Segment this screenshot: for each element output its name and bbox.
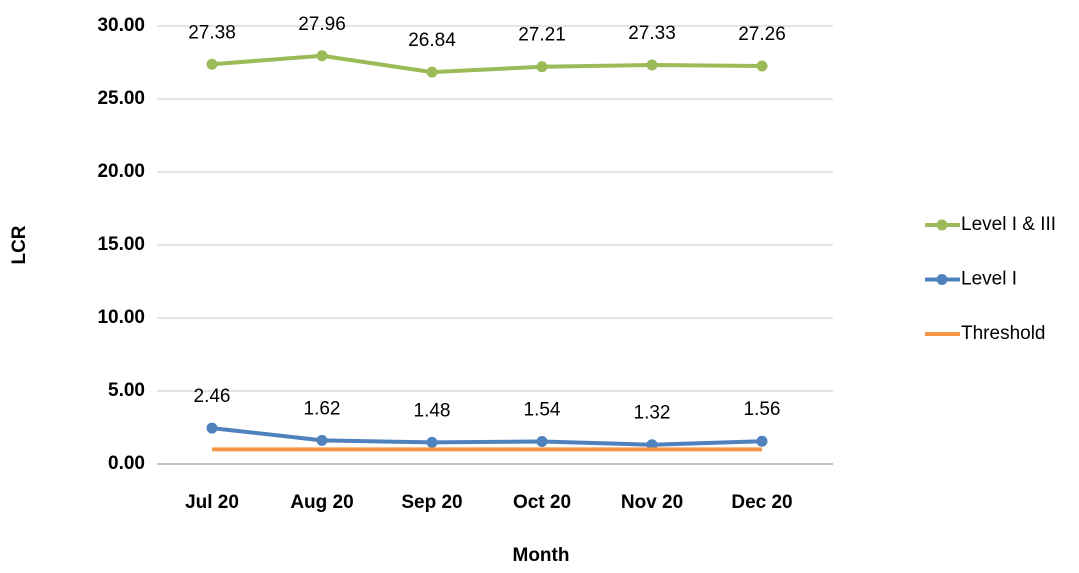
legend-marker bbox=[936, 219, 948, 231]
x-tick-label: Nov 20 bbox=[621, 492, 683, 513]
x-tick-label: Aug 20 bbox=[290, 492, 353, 513]
series-line bbox=[211, 426, 763, 447]
point bbox=[426, 66, 438, 78]
y-tick-label: 15.00 bbox=[97, 234, 145, 255]
y-tick-label: 20.00 bbox=[97, 161, 145, 182]
point bbox=[756, 435, 768, 447]
x-tick-label: Sep 20 bbox=[401, 492, 462, 513]
data-label: 1.48 bbox=[414, 400, 451, 421]
point bbox=[536, 436, 548, 448]
point bbox=[426, 436, 438, 448]
y-tick-label: 0.00 bbox=[108, 453, 145, 474]
legend-label: Level I & III bbox=[961, 214, 1056, 235]
point bbox=[536, 61, 548, 73]
legend-label: Threshold bbox=[961, 323, 1046, 344]
data-label: 1.54 bbox=[524, 400, 561, 421]
data-label: 27.38 bbox=[188, 22, 236, 43]
y-tick-label: 25.00 bbox=[97, 88, 145, 109]
point bbox=[316, 434, 328, 446]
data-label: 27.26 bbox=[738, 24, 786, 45]
data-label: 27.96 bbox=[298, 14, 346, 35]
data-label: 1.32 bbox=[634, 403, 671, 424]
y-tick-label: 10.00 bbox=[97, 307, 145, 328]
legend-label: Level I bbox=[961, 269, 1017, 290]
point bbox=[756, 60, 768, 72]
data-label: 2.46 bbox=[194, 386, 231, 407]
series-line bbox=[211, 53, 763, 75]
point bbox=[646, 59, 658, 71]
point bbox=[206, 58, 218, 70]
y-axis-title: LCR bbox=[9, 225, 30, 264]
data-label: 1.56 bbox=[744, 399, 781, 420]
x-axis-title: Month bbox=[513, 545, 570, 566]
x-tick-label: Oct 20 bbox=[513, 492, 571, 513]
point bbox=[316, 50, 328, 62]
data-label: 27.21 bbox=[518, 25, 566, 46]
x-tick-label: Dec 20 bbox=[731, 492, 792, 513]
y-tick-label: 5.00 bbox=[108, 380, 145, 401]
data-label: 1.62 bbox=[304, 398, 341, 419]
x-tick-label: Jul 20 bbox=[185, 492, 239, 513]
data-label: 26.84 bbox=[408, 30, 456, 51]
data-label: 27.33 bbox=[628, 23, 676, 44]
legend-marker bbox=[936, 274, 948, 285]
point bbox=[206, 422, 218, 434]
y-tick-label: 30.00 bbox=[97, 15, 145, 36]
